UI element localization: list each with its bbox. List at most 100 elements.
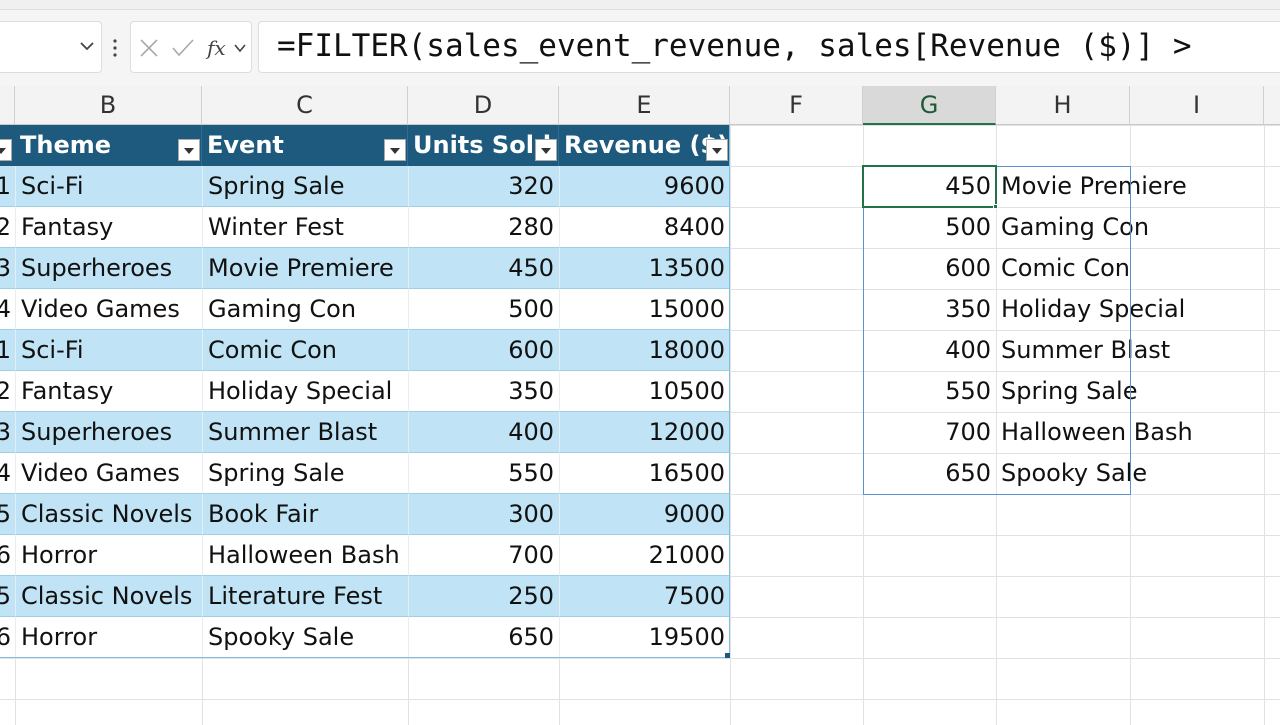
table-cell: Superheroes [15, 248, 202, 289]
table-cell: 8400 [559, 207, 730, 248]
spill-cell[interactable]: 500 [945, 213, 991, 241]
filter-button[interactable] [178, 139, 200, 161]
table-cell: Video Games [15, 453, 202, 494]
filter-button[interactable] [706, 139, 728, 161]
gridline-h [0, 453, 1280, 454]
table-cell: 3 [0, 412, 15, 453]
table-cell: 9600 [559, 166, 730, 207]
table-cell: Fantasy [15, 371, 202, 412]
table-cell: 15000 [559, 289, 730, 330]
column-header [0, 86, 15, 125]
gridline-h [0, 371, 1280, 372]
spill-cell[interactable]: Spring Sale [1001, 377, 1138, 405]
gridline-v [863, 125, 864, 725]
table-cell: 250 [408, 576, 559, 617]
table-cell: 6 [0, 617, 15, 658]
table-header: Event [202, 125, 408, 166]
table-cell: Fantasy [15, 207, 202, 248]
table-cell: 19500 [559, 617, 730, 658]
table-cell: 320 [408, 166, 559, 207]
column-header[interactable]: F [730, 86, 863, 125]
gridline-h [0, 166, 1280, 167]
spill-cell[interactable]: Halloween Bash [1001, 418, 1193, 446]
table-cell: 3 [0, 248, 15, 289]
table-cell: 1 [0, 330, 15, 371]
table-cell: 12000 [559, 412, 730, 453]
table-cell: Literature Fest [202, 576, 408, 617]
table-cell: Spring Sale [202, 166, 408, 207]
gridline-h [0, 576, 1280, 577]
spill-cell[interactable]: Comic Con [1001, 254, 1130, 282]
spill-cell[interactable]: 700 [945, 418, 991, 446]
table-cell: 4 [0, 289, 15, 330]
table-cell: 2 [0, 371, 15, 412]
gridline-h [0, 412, 1280, 413]
column-header[interactable]: I [1130, 86, 1264, 125]
table-cell: 550 [408, 453, 559, 494]
gridline-h [0, 699, 1280, 700]
spill-cell[interactable]: Spooky Sale [1001, 459, 1148, 487]
spill-cell[interactable]: Gaming Con [1001, 213, 1150, 241]
table-cell: Horror [15, 535, 202, 576]
spill-cell[interactable]: 600 [945, 254, 991, 282]
table-cell: Book Fair [202, 494, 408, 535]
filter-button[interactable] [0, 139, 12, 161]
table-cell: Horror [15, 617, 202, 658]
formula-icons[interactable]: fx [139, 36, 249, 60]
column-header[interactable]: C [202, 86, 408, 125]
name-box[interactable] [0, 21, 102, 73]
filter-button[interactable] [384, 139, 406, 161]
filter-button[interactable] [535, 139, 557, 161]
table-cell: Comic Con [202, 330, 408, 371]
table-cell: Movie Premiere [202, 248, 408, 289]
gridline-h [0, 125, 1280, 126]
fill-handle [993, 204, 998, 209]
table-cell: Superheroes [15, 412, 202, 453]
active-cell [862, 165, 997, 208]
spill-cell[interactable]: 350 [945, 295, 991, 323]
table-cell: 350 [408, 371, 559, 412]
spill-cell[interactable]: 400 [945, 336, 991, 364]
spill-cell[interactable]: 650 [945, 459, 991, 487]
column-header[interactable]: H [996, 86, 1130, 125]
table-cell: 10500 [559, 371, 730, 412]
gridline-h [0, 494, 1280, 495]
spill-cell[interactable]: Holiday Special [1001, 295, 1186, 323]
table-cell: 2 [0, 207, 15, 248]
gridline-h [0, 535, 1280, 536]
column-header[interactable]: D [408, 86, 559, 125]
gridline-v [1130, 125, 1131, 725]
more-icon[interactable] [112, 38, 118, 58]
table-cell: 600 [408, 330, 559, 371]
table-border [0, 125, 730, 658]
formula-input[interactable]: =FILTER(sales_event_revenue, sales[Reven… [258, 21, 1280, 73]
table-cell: Classic Novels [15, 576, 202, 617]
spill-cell[interactable]: 450 [945, 172, 991, 200]
table-cell: 300 [408, 494, 559, 535]
table-cell: 650 [408, 617, 559, 658]
ribbon-edge [0, 0, 1280, 10]
dropdown-icon[interactable] [79, 40, 95, 52]
spill-cell[interactable]: Movie Premiere [1001, 172, 1187, 200]
table-cell: 7500 [559, 576, 730, 617]
spill-cell[interactable]: Summer Blast [1001, 336, 1171, 364]
resize-handle [725, 653, 730, 658]
table-cell: 4 [0, 453, 15, 494]
table-cell: 13500 [559, 248, 730, 289]
table-cell: 1 [0, 166, 15, 207]
table-header: Units Sold [408, 125, 559, 166]
column-header [1264, 86, 1280, 125]
table-cell: 280 [408, 207, 559, 248]
column-header[interactable]: G [863, 86, 996, 125]
gridline-h [0, 289, 1280, 290]
table-cell: Spooky Sale [202, 617, 408, 658]
table-cell: 450 [408, 248, 559, 289]
column-header[interactable]: E [559, 86, 730, 125]
table-cell: 18000 [559, 330, 730, 371]
table-cell: 5 [0, 576, 15, 617]
spill-cell[interactable]: 550 [945, 377, 991, 405]
column-header[interactable]: B [15, 86, 202, 125]
table-cell: Sci-Fi [15, 330, 202, 371]
svg-text:fx: fx [205, 36, 226, 60]
